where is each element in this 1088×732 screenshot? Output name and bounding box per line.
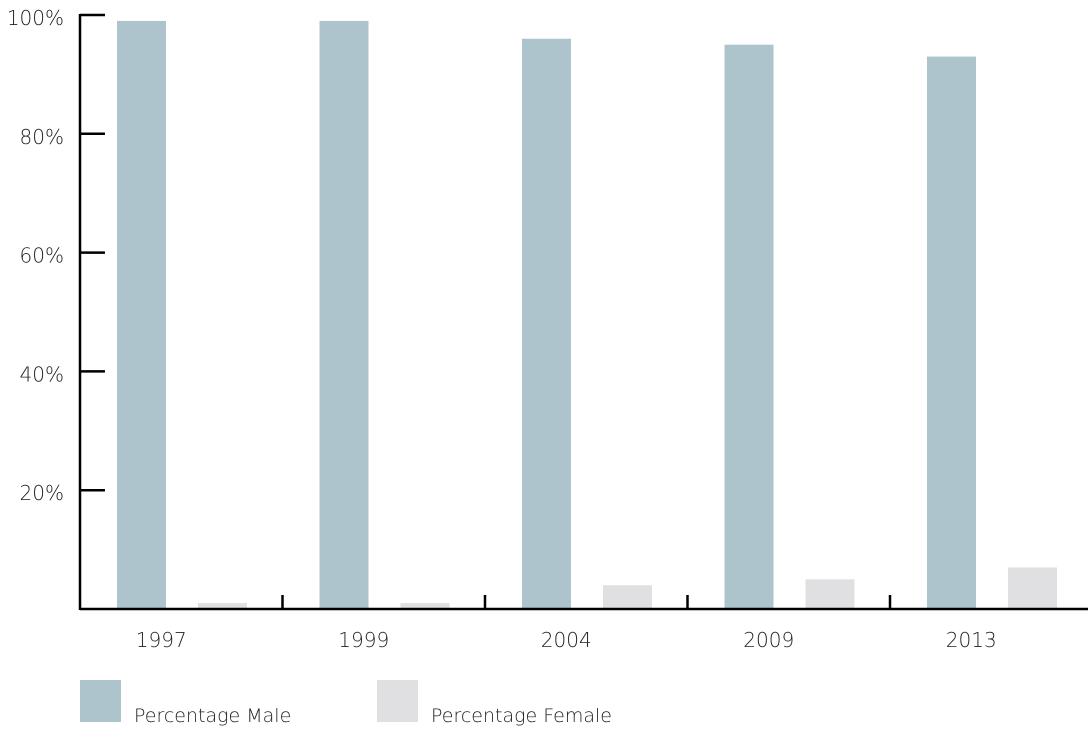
x-tick-label: 1999 bbox=[338, 628, 389, 652]
bar-female-1997 bbox=[198, 603, 247, 609]
legend-label-female: Percentage Female bbox=[431, 705, 612, 727]
legend-swatch-male bbox=[80, 680, 121, 722]
bar-male-1999 bbox=[319, 20, 369, 609]
x-tick-label: 2009 bbox=[743, 628, 794, 652]
x-tick-label: 1997 bbox=[136, 628, 187, 652]
y-tick-label: 100% bbox=[7, 6, 64, 30]
bar-female-1999 bbox=[400, 603, 450, 609]
x-ticks-group: 1997 1999 2004 2009 2013 bbox=[136, 595, 997, 652]
legend: Percentage Male Percentage Female bbox=[80, 680, 612, 727]
legend-label-male: Percentage Male bbox=[134, 705, 291, 727]
x-tick-label: 2004 bbox=[541, 628, 592, 652]
y-tick-label: 80% bbox=[20, 125, 64, 149]
y-tick-label: 20% bbox=[20, 481, 64, 505]
bar-female-2013 bbox=[1008, 567, 1057, 609]
y-tick-label: 60% bbox=[20, 244, 64, 268]
bar-male-1997 bbox=[117, 20, 166, 609]
x-tick-label: 2013 bbox=[946, 628, 997, 652]
y-ticks-group: 20% 40% 60% 80% 100% bbox=[7, 6, 105, 505]
legend-swatch-female bbox=[377, 680, 418, 722]
y-tick-label: 40% bbox=[20, 362, 64, 386]
bar-female-2009 bbox=[805, 579, 855, 609]
bar-male-2009 bbox=[724, 44, 774, 609]
bar-male-2004 bbox=[522, 38, 571, 609]
bar-female-2004 bbox=[603, 585, 652, 609]
bar-male-2013 bbox=[927, 56, 976, 609]
bars-group bbox=[117, 20, 1057, 609]
axes-group bbox=[78, 14, 1088, 611]
